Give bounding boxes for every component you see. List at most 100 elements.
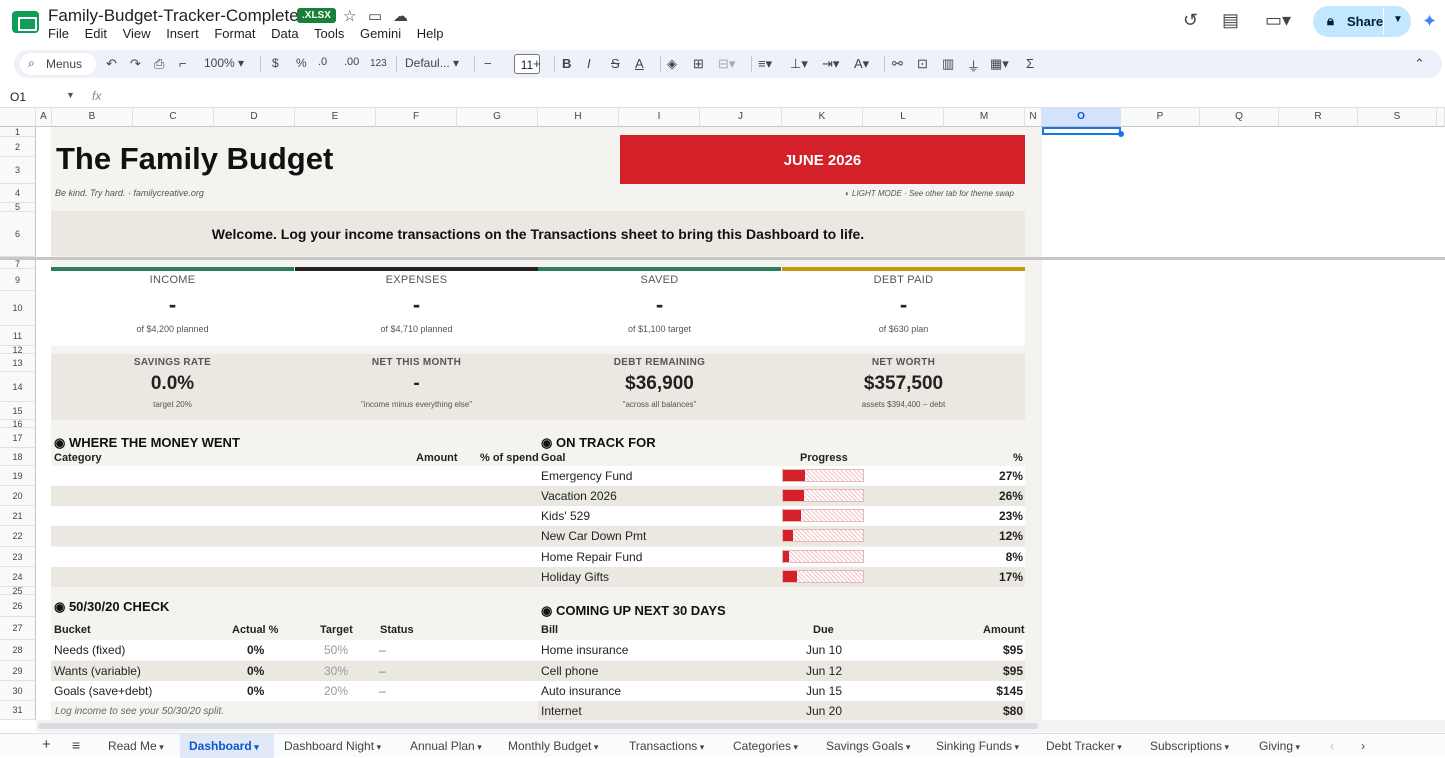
redo-icon[interactable]: ↷ <box>130 56 141 71</box>
sheet-tab-subscriptions[interactable]: Subscriptions ▾ <box>1150 739 1230 753</box>
tab-menu-icon[interactable]: ▾ <box>791 742 799 752</box>
insert-comment-icon[interactable]: ⊡ <box>917 56 928 71</box>
sheet-tab-giving[interactable]: Giving ▾ <box>1259 739 1301 753</box>
sheet-tab-annual-plan[interactable]: Annual Plan ▾ <box>410 739 482 753</box>
all-sheets-icon[interactable]: ≡ <box>72 737 81 753</box>
text-wrap-icon[interactable]: ⇥▾ <box>822 56 840 71</box>
column-header[interactable]: E <box>295 108 376 127</box>
column-header[interactable]: P <box>1121 108 1200 127</box>
scroll-tabs-right-icon[interactable]: › <box>1361 739 1365 753</box>
row-header[interactable]: 23 <box>0 547 36 567</box>
column-header[interactable]: R <box>1279 108 1358 127</box>
filter-icon[interactable]: ⏚ <box>967 59 981 74</box>
insert-link-icon[interactable]: ⚯ <box>892 56 903 71</box>
scroll-tabs-left-icon[interactable]: ‹ <box>1330 739 1334 753</box>
merge-cells-icon[interactable]: ⊟▾ <box>718 56 736 71</box>
row-header[interactable]: 22 <box>0 526 36 547</box>
select-all-corner[interactable] <box>0 108 36 127</box>
font-size-input[interactable]: 11 <box>514 54 540 74</box>
decrease-decimal-button[interactable]: .0 <box>318 56 328 68</box>
sheet-tab-read-me[interactable]: Read Me ▾ <box>108 739 164 753</box>
meet-icon[interactable]: ▭▾ <box>1265 10 1292 30</box>
row-header[interactable]: 13 <box>0 354 36 372</box>
borders-icon[interactable]: ⊞ <box>693 56 704 71</box>
tab-menu-icon[interactable]: ▾ <box>591 742 599 752</box>
row-header[interactable]: 21 <box>0 506 36 526</box>
column-header[interactable]: J <box>700 108 782 127</box>
scroll-thumb[interactable] <box>38 723 1038 729</box>
move-folder-icon[interactable]: ▭ <box>368 8 383 25</box>
menu-file[interactable]: File <box>48 26 69 41</box>
gemini-icon[interactable]: ✦ <box>1422 11 1438 31</box>
tab-menu-icon[interactable]: ▾ <box>1222 742 1230 752</box>
row-header[interactable]: 19 <box>0 466 36 486</box>
document-title[interactable]: Family-Budget-Tracker-Complete-tier <box>48 6 328 25</box>
sheet-tab-dashboard[interactable]: Dashboard ▾ <box>189 739 259 753</box>
row-header[interactable]: 27 <box>0 617 36 640</box>
tab-menu-icon[interactable]: ▾ <box>156 742 164 752</box>
comments-icon[interactable]: ▤ <box>1222 10 1240 30</box>
menu-help[interactable]: Help <box>416 26 444 41</box>
text-rotation-icon[interactable]: A▾ <box>854 56 870 71</box>
row-header[interactable]: 17 <box>0 428 36 448</box>
number-format-button[interactable]: 123 <box>370 58 387 69</box>
column-header-selected[interactable]: O <box>1042 108 1121 127</box>
tab-menu-icon[interactable]: ▾ <box>1012 742 1020 752</box>
font-select[interactable]: Defaul... ▾ <box>405 56 460 70</box>
sheet-tab-dashboard-night[interactable]: Dashboard Night ▾ <box>284 739 382 753</box>
row-header[interactable]: 20 <box>0 486 36 506</box>
row-header[interactable]: 12 <box>0 346 36 355</box>
column-header[interactable]: D <box>214 108 295 127</box>
row-header[interactable]: 10 <box>0 291 36 326</box>
row-header[interactable]: 25 <box>0 587 36 596</box>
row-header[interactable]: 31 <box>0 701 36 720</box>
row-header[interactable]: 4 <box>0 184 36 203</box>
menu-tools[interactable]: Tools <box>313 26 345 41</box>
font-size-increase-icon[interactable]: + <box>533 56 541 71</box>
row-header[interactable]: 9 <box>0 269 36 291</box>
column-header[interactable]: N <box>1025 108 1042 127</box>
cloud-status-icon[interactable]: ☁ <box>393 8 408 25</box>
column-header[interactable]: K <box>782 108 863 127</box>
row-header[interactable]: 7 <box>0 260 36 269</box>
name-box[interactable]: O1 <box>10 90 27 104</box>
row-header[interactable]: 18 <box>0 448 36 466</box>
collapse-toolbar-icon[interactable]: ⌃ <box>1414 56 1425 71</box>
row-header[interactable]: 6 <box>0 212 36 257</box>
font-size-decrease-icon[interactable]: − <box>484 56 492 71</box>
sheet-tab-transactions[interactable]: Transactions ▾ <box>629 739 705 753</box>
row-header[interactable]: 3 <box>0 157 36 184</box>
tab-menu-icon[interactable]: ▾ <box>1293 742 1301 752</box>
sheet-tab-monthly-budget[interactable]: Monthly Budget ▾ <box>508 739 599 753</box>
paint-format-icon[interactable]: ⌐ <box>179 56 187 71</box>
row-header[interactable]: 29 <box>0 661 36 681</box>
selected-cell[interactable] <box>1042 127 1121 135</box>
menu-insert[interactable]: Insert <box>166 26 199 41</box>
column-header[interactable]: H <box>538 108 619 127</box>
strikethrough-icon[interactable]: S <box>611 56 620 71</box>
add-sheet-icon[interactable]: + <box>42 736 51 753</box>
row-header[interactable]: 24 <box>0 567 36 587</box>
italic-icon[interactable]: I <box>587 56 591 71</box>
row-header[interactable]: 5 <box>0 203 36 212</box>
row-header[interactable]: 26 <box>0 595 36 617</box>
row-header[interactable]: 14 <box>0 372 36 402</box>
search-menus-input[interactable]: ⌕ Menus <box>20 53 96 75</box>
tab-menu-icon[interactable]: ▾ <box>474 742 482 752</box>
text-color-icon[interactable]: A <box>635 56 644 71</box>
fill-handle[interactable] <box>1118 131 1124 137</box>
version-history-icon[interactable]: ↺ <box>1183 10 1199 30</box>
column-header[interactable]: M <box>944 108 1025 127</box>
insert-chart-icon[interactable]: ▥ <box>942 56 955 71</box>
row-header[interactable]: 2 <box>0 137 36 157</box>
vertical-align-icon[interactable]: ⊥▾ <box>790 56 808 71</box>
print-icon[interactable]: ⎙ <box>154 56 165 71</box>
column-header[interactable]: G <box>457 108 538 127</box>
functions-icon[interactable]: Σ <box>1026 56 1035 71</box>
sheet-tab-savings-goals[interactable]: Savings Goals ▾ <box>826 739 911 753</box>
sheets-logo-icon[interactable] <box>12 11 39 33</box>
column-header[interactable]: A <box>36 108 52 127</box>
column-header[interactable]: F <box>376 108 457 127</box>
tab-menu-icon[interactable]: ▾ <box>374 742 382 752</box>
row-header[interactable]: 16 <box>0 420 36 429</box>
